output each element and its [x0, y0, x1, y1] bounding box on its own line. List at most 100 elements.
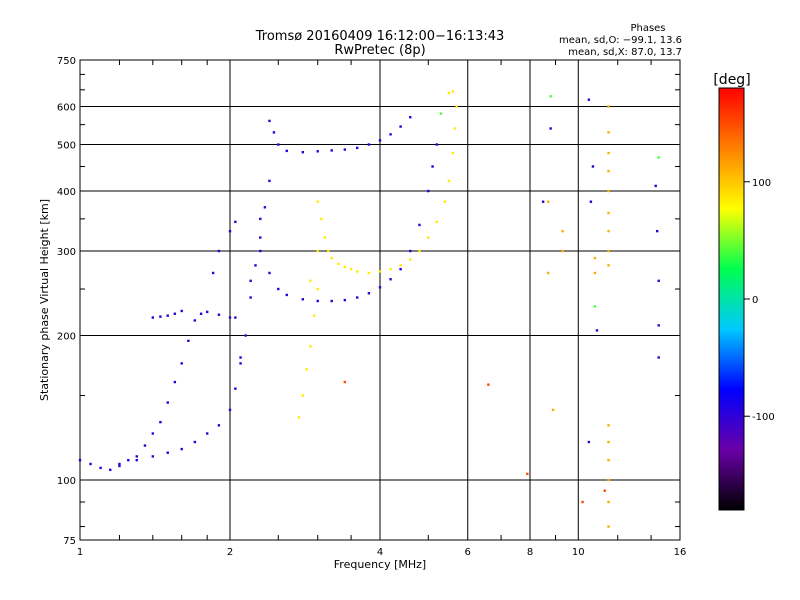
data-point: [217, 424, 221, 427]
y-tick-label: 100: [57, 476, 76, 487]
data-point: [249, 279, 252, 283]
data-point: [118, 464, 121, 468]
data-point: [320, 217, 323, 221]
data-point: [180, 309, 183, 313]
phases-mean-x: mean, sd,X: 87.0, 13.7: [568, 47, 682, 58]
data-point: [337, 262, 340, 266]
data-point: [587, 440, 591, 444]
data-point: [301, 150, 305, 154]
data-point: [435, 220, 438, 224]
data-point: [285, 149, 288, 153]
data-point: [151, 455, 155, 458]
data-point: [657, 356, 660, 359]
data-point: [330, 299, 333, 303]
data-point: [166, 451, 169, 454]
y-tick-labels: 75 100 200 300 400 500 600 750: [57, 56, 76, 547]
data-point: [561, 229, 564, 233]
x-axis-label: Frequency [MHz]: [334, 558, 426, 571]
data-point: [330, 256, 333, 260]
data-point: [151, 432, 155, 435]
data-point: [607, 249, 610, 253]
data-point: [180, 362, 183, 365]
data-point: [151, 316, 155, 319]
data-point: [259, 236, 262, 239]
data-point: [427, 189, 430, 193]
data-point: [603, 489, 606, 492]
data-point: [272, 131, 276, 134]
data-point: [309, 279, 312, 283]
data-point: [228, 229, 232, 233]
data-point: [355, 146, 359, 150]
data-point: [143, 444, 147, 447]
data-point: [127, 458, 130, 462]
data-point: [549, 127, 552, 130]
data-point: [607, 478, 610, 482]
data-point: [217, 313, 221, 316]
data-point: [451, 151, 455, 155]
data-point: [607, 169, 610, 173]
data-point: [309, 345, 312, 348]
data-point: [443, 200, 447, 203]
data-point: [330, 149, 333, 152]
data-point: [166, 401, 169, 404]
data-point: [607, 151, 610, 155]
data-point: [259, 217, 262, 221]
data-point: [323, 236, 327, 239]
y-tick-label: 500: [57, 141, 76, 152]
data-point: [589, 200, 593, 203]
data-point: [595, 329, 599, 332]
data-point: [455, 105, 458, 108]
colorbar-tick-label: 100: [752, 178, 771, 189]
data-point: [607, 458, 610, 462]
colorbar: [718, 87, 745, 511]
data-point: [259, 249, 262, 253]
data-point: [109, 468, 112, 472]
data-points: [78, 90, 660, 528]
chart-title: Tromsø 20160409 16:12:00−16:13:43: [255, 29, 505, 44]
data-point: [607, 189, 610, 193]
phases-header: Phases: [630, 23, 665, 34]
data-point: [301, 298, 305, 301]
data-point: [228, 316, 232, 319]
data-point: [355, 296, 359, 299]
data-point: [657, 279, 660, 283]
x-tick-label: 16: [674, 547, 687, 558]
x-tick-label: 2: [227, 547, 233, 558]
data-point: [378, 139, 382, 142]
x-tick-label: 1: [77, 547, 83, 558]
data-point: [607, 500, 610, 504]
data-point: [211, 271, 215, 275]
colorbar-tick-label: -100: [752, 412, 775, 423]
data-point: [159, 420, 162, 424]
data-point: [316, 150, 319, 153]
data-point: [399, 264, 402, 267]
data-point: [654, 184, 657, 188]
data-point: [316, 249, 319, 253]
data-point: [327, 249, 330, 253]
data-point: [591, 165, 595, 168]
x-tick-label: 4: [377, 547, 383, 558]
data-point: [355, 270, 359, 273]
data-point: [99, 466, 102, 470]
data-point: [166, 314, 169, 317]
data-point: [277, 287, 280, 291]
data-point: [389, 133, 392, 136]
data-point: [657, 324, 660, 327]
data-point: [409, 116, 412, 119]
data-point: [418, 223, 421, 227]
data-point: [607, 525, 610, 528]
y-tick-label: 75: [63, 536, 76, 547]
data-point: [607, 229, 610, 233]
y-axis-label: Stationary phase Virtual Height [km]: [38, 199, 51, 401]
data-point: [607, 105, 610, 108]
data-point: [431, 165, 434, 168]
data-point: [268, 271, 271, 275]
data-point: [541, 200, 545, 203]
data-point: [118, 462, 121, 466]
data-point: [427, 236, 430, 239]
data-point: [389, 267, 392, 271]
data-point: [546, 271, 550, 275]
data-point: [187, 339, 190, 343]
data-point: [581, 500, 584, 504]
data-point: [607, 131, 610, 134]
